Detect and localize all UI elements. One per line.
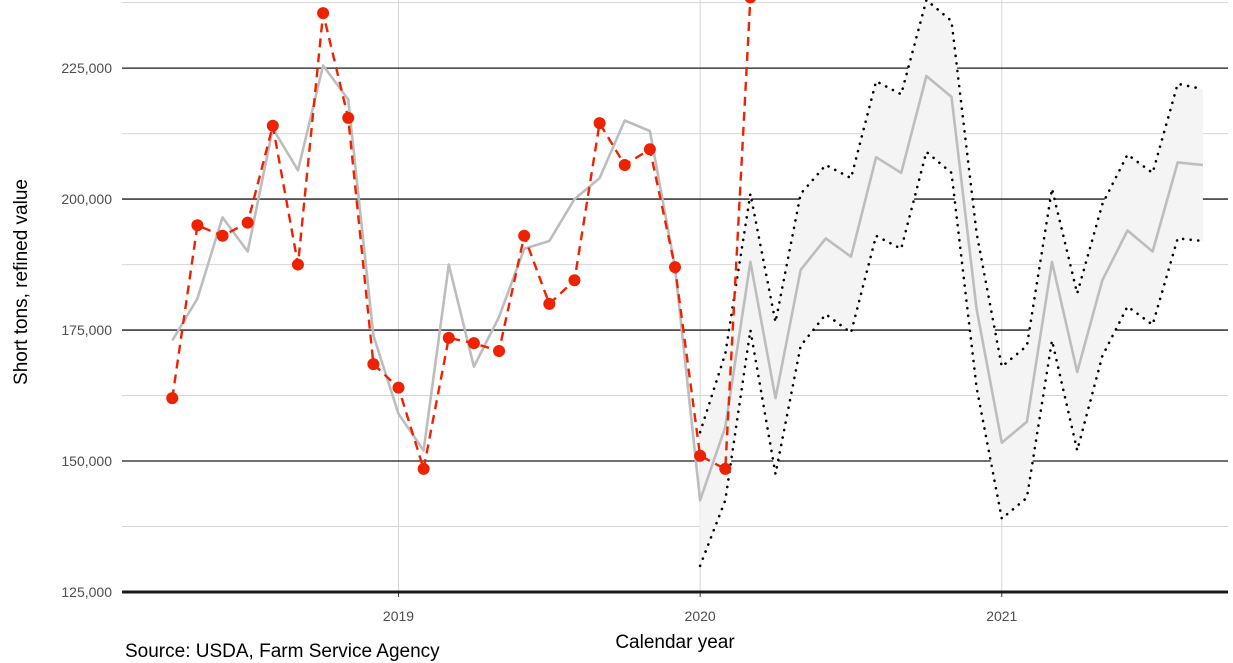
actual-point bbox=[493, 345, 506, 358]
upper-bound-line bbox=[698, 0, 1205, 434]
actual-point bbox=[543, 297, 556, 310]
actual-point bbox=[342, 111, 355, 124]
actual-point bbox=[719, 462, 732, 475]
source-note: Source: USDA, Farm Service Agency bbox=[125, 641, 440, 662]
actual-point bbox=[266, 119, 279, 132]
actual-point bbox=[593, 117, 606, 130]
actual-point bbox=[166, 392, 179, 405]
y-tick-label: 175,000 bbox=[61, 322, 112, 338]
actual-point bbox=[241, 216, 254, 229]
actual-point bbox=[467, 337, 480, 350]
actual-point bbox=[291, 258, 304, 271]
y-tick-label: 200,000 bbox=[61, 191, 112, 207]
y-tick-label: 150,000 bbox=[61, 453, 112, 469]
y-tick-label: 125,000 bbox=[61, 584, 112, 600]
actual-point bbox=[191, 219, 204, 232]
y-axis-title: Short tons, refined value bbox=[11, 179, 32, 385]
actual-point bbox=[694, 449, 707, 462]
actual-point bbox=[518, 229, 531, 242]
actual-point bbox=[618, 159, 631, 172]
fitted-line bbox=[171, 64, 1204, 502]
actual-point bbox=[417, 462, 430, 475]
actual-line bbox=[171, 0, 752, 471]
x-tick-label: 2020 bbox=[685, 608, 716, 624]
actual-point bbox=[669, 261, 681, 274]
forecast-bounds bbox=[698, 0, 1205, 568]
x-axis-title: Calendar year bbox=[615, 632, 735, 653]
actual-point bbox=[317, 7, 330, 20]
y-tick-label: 225,000 bbox=[61, 60, 112, 76]
confidence-band bbox=[700, 0, 1203, 566]
actual-point bbox=[745, 0, 756, 4]
actual-point bbox=[367, 358, 380, 371]
fitted-series bbox=[171, 64, 1204, 502]
actual-point bbox=[442, 331, 455, 344]
actual-point bbox=[568, 274, 581, 287]
actual-point bbox=[392, 381, 405, 394]
actual-point bbox=[216, 229, 229, 242]
x-tick-label: 2021 bbox=[986, 608, 1017, 624]
actual-series bbox=[166, 0, 756, 475]
x-tick-label: 2019 bbox=[383, 608, 414, 624]
confidence-band-area bbox=[700, 0, 1203, 566]
lower-bound-line bbox=[698, 149, 1205, 568]
actual-point bbox=[643, 143, 656, 156]
axes: 125,000 150,000 175,000 200,000 225,000 2019 2… bbox=[61, 60, 1228, 624]
